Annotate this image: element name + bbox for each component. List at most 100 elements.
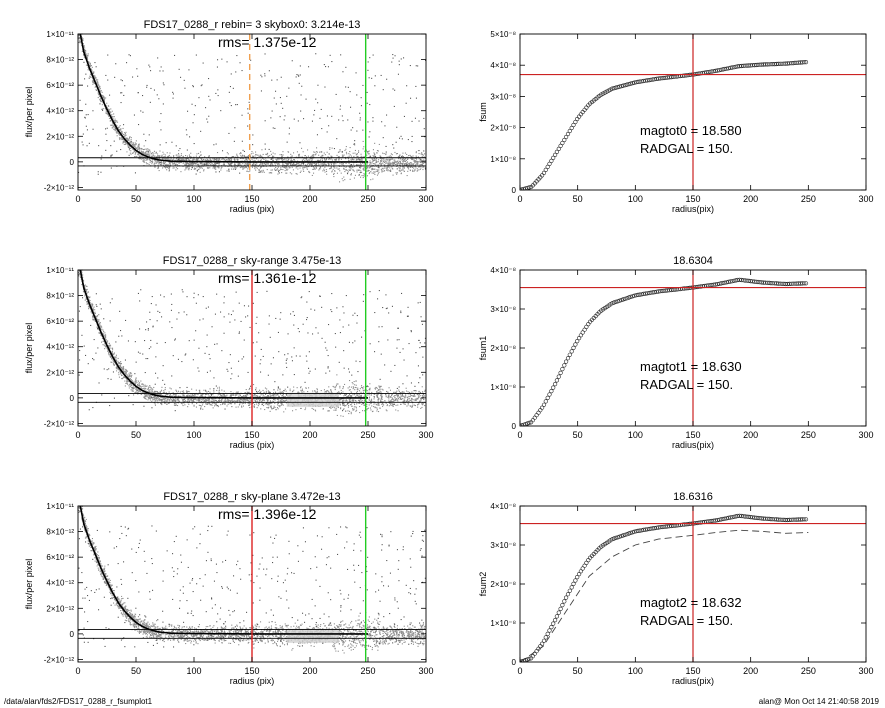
scatter-point: [421, 152, 423, 154]
scatter-point: [143, 161, 145, 163]
scatter-point: [316, 162, 318, 164]
scatter-point: [162, 70, 164, 72]
scatter-point: [354, 152, 356, 154]
scatter-point: [278, 172, 280, 174]
scatter-point: [394, 151, 396, 153]
scatter-point: [117, 121, 119, 123]
scatter-point: [423, 160, 425, 162]
scatter-point: [223, 390, 225, 392]
scatter-point: [186, 164, 188, 166]
scatter-point: [119, 125, 121, 127]
curve-point: [547, 161, 552, 166]
scatter-point: [162, 103, 164, 105]
scatter-point: [170, 164, 172, 166]
scatter-point: [124, 141, 126, 143]
scatter-point: [106, 106, 108, 108]
scatter-point: [368, 136, 370, 138]
scatter-point: [146, 163, 148, 165]
scatter-point: [397, 400, 399, 402]
scatter-point: [359, 119, 361, 121]
scatter-point: [205, 389, 207, 391]
scatter-point: [227, 399, 229, 401]
scatter-point: [102, 95, 104, 97]
scatter-point: [333, 163, 335, 165]
scatter-point: [416, 161, 418, 163]
scatter-point: [360, 164, 362, 166]
scatter-point: [201, 160, 203, 162]
scatter-point: [350, 129, 352, 131]
scatter-point: [176, 161, 178, 163]
scatter-point: [113, 140, 115, 142]
scatter-point: [123, 135, 125, 137]
scatter-point: [217, 162, 219, 164]
scatter-point: [81, 141, 83, 143]
scatter-point: [304, 166, 306, 168]
scatter-point: [261, 400, 263, 402]
scatter-point: [179, 391, 181, 393]
scatter-point: [346, 395, 348, 397]
scatter-point: [328, 153, 330, 155]
scatter-point: [193, 114, 195, 116]
scatter-point: [380, 392, 382, 394]
scatter-point: [101, 104, 103, 106]
scatter-point: [217, 158, 219, 160]
scatter-point: [129, 55, 131, 57]
scatter-point: [149, 155, 151, 157]
scatter-point: [225, 156, 227, 158]
scatter-point: [143, 161, 145, 163]
scatter-point: [214, 168, 216, 170]
scatter-point: [250, 394, 252, 396]
scatter-point: [242, 167, 244, 169]
scatter-point: [191, 167, 193, 169]
scatter-point: [410, 166, 412, 168]
scatter-point: [138, 147, 140, 149]
scatter-point: [92, 78, 94, 80]
scatter-point: [411, 120, 413, 122]
scatter-point: [390, 153, 392, 155]
scatter-point: [120, 149, 122, 151]
scatter-point: [168, 170, 170, 172]
scatter-point: [375, 170, 377, 172]
scatter-point: [196, 153, 198, 155]
scatter-point: [422, 163, 424, 165]
scatter-point: [218, 386, 220, 388]
scatter-point: [127, 144, 129, 146]
scatter-point: [273, 392, 275, 394]
scatter-point: [173, 162, 175, 164]
scatter-point: [114, 129, 116, 131]
scatter-point: [151, 155, 153, 157]
scatter-point: [212, 399, 214, 401]
scatter-point: [366, 159, 368, 161]
scatter-point: [412, 163, 414, 165]
scatter-point: [79, 32, 80, 33]
scatter-point: [130, 147, 132, 149]
scatter-point: [282, 163, 284, 165]
scatter-point: [96, 81, 98, 83]
scatter-point: [138, 154, 140, 156]
scatter-point: [214, 398, 216, 400]
scatter-point: [359, 166, 361, 168]
scatter-point: [233, 156, 235, 158]
scatter-point: [359, 172, 361, 174]
scatter-point: [364, 167, 366, 169]
scatter-point: [231, 162, 233, 164]
scatter-point: [376, 152, 378, 154]
scatter-point: [320, 156, 322, 158]
scatter-point: [160, 164, 162, 166]
scatter-point: [188, 158, 190, 160]
scatter-point: [372, 149, 374, 151]
scatter-point: [113, 353, 115, 355]
scatter-point: [302, 162, 304, 164]
scatter-point: [387, 162, 389, 164]
scatter-point: [214, 163, 216, 165]
scatter-point: [107, 79, 109, 81]
scatter-point: [404, 160, 406, 162]
scatter-point: [94, 309, 96, 311]
scatter-point: [120, 102, 122, 104]
scatter-point: [343, 168, 345, 170]
scatter-point: [136, 68, 138, 70]
scatter-point: [325, 169, 327, 171]
scatter-point: [172, 400, 174, 402]
scatter-point: [122, 138, 124, 140]
scatter-point: [384, 166, 386, 168]
